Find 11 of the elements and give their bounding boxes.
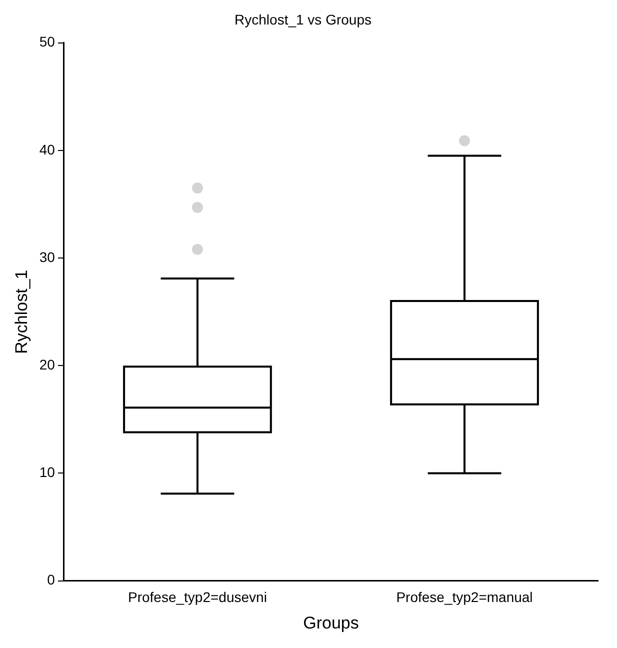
y-tick-label: 40 — [39, 141, 56, 158]
x-tick-label: Profese_typ2=dusevni — [128, 589, 267, 606]
x-tick-label: Profese_typ2=manual — [396, 589, 533, 606]
y-axis-title: Rychlost_1 — [12, 270, 31, 354]
y-tick-label: 20 — [39, 356, 56, 372]
chart-title: Rychlost_1 vs Groups — [234, 11, 372, 28]
y-tick-label: 10 — [39, 464, 56, 480]
y-tick-label: 50 — [39, 34, 56, 50]
x-axis-title: Groups — [303, 613, 359, 632]
y-tick-label: 0 — [47, 572, 56, 588]
y-tick-label: 30 — [39, 248, 56, 265]
